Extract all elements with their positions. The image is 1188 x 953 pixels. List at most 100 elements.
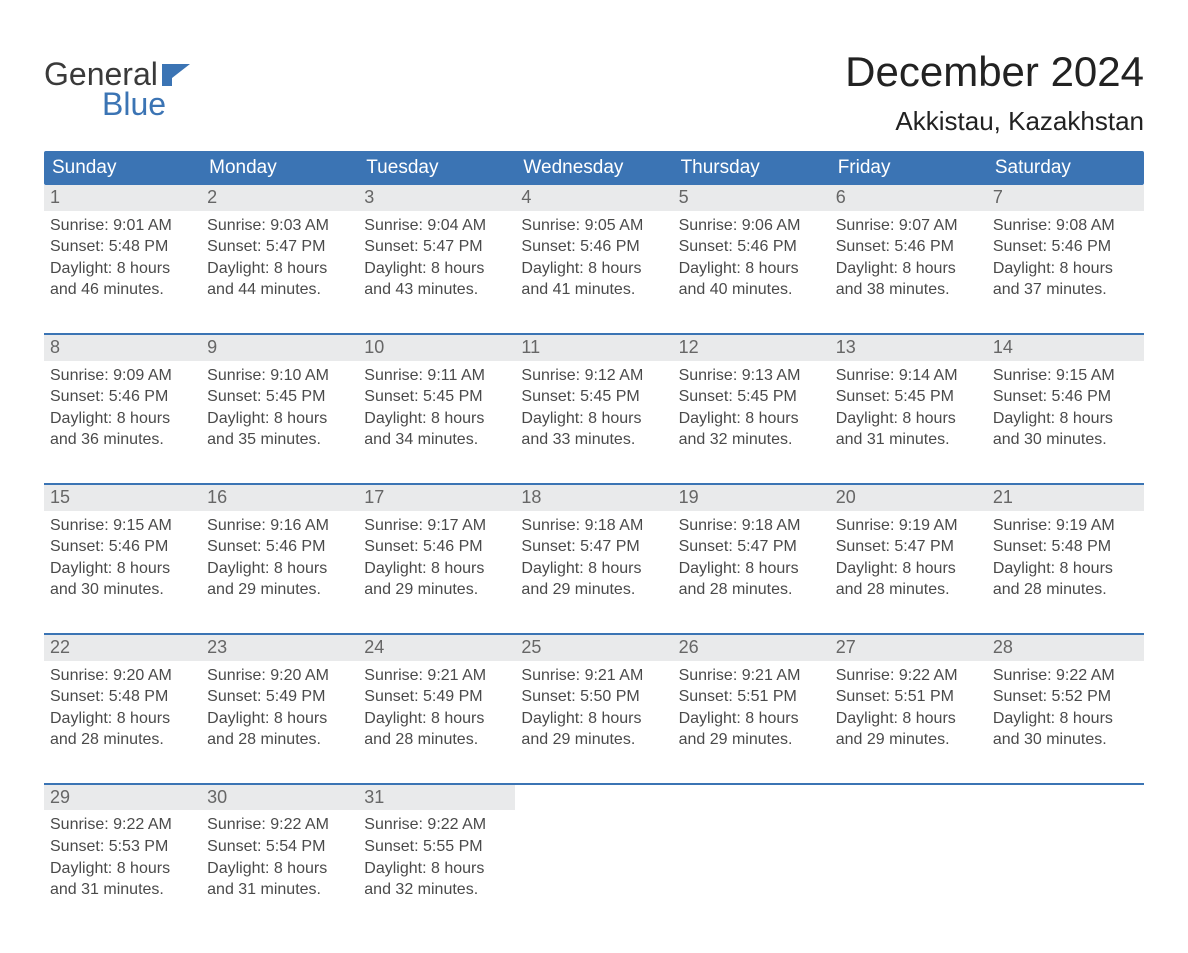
daylight-line2: and 30 minutes. — [993, 729, 1138, 751]
sunset-text: Sunset: 5:47 PM — [521, 536, 666, 558]
day-number — [673, 785, 830, 811]
week-row: 29Sunrise: 9:22 AMSunset: 5:53 PMDayligh… — [44, 783, 1144, 905]
sunrise-text: Sunrise: 9:05 AM — [521, 215, 666, 237]
sunrise-text: Sunrise: 9:21 AM — [679, 665, 824, 687]
sunset-text: Sunset: 5:50 PM — [521, 686, 666, 708]
daylight-line1: Daylight: 8 hours — [521, 408, 666, 430]
daylight-line2: and 28 minutes. — [679, 579, 824, 601]
sunset-text: Sunset: 5:48 PM — [993, 536, 1138, 558]
weekday-header-saturday: Saturday — [987, 151, 1144, 185]
day-cell: 24Sunrise: 9:21 AMSunset: 5:49 PMDayligh… — [358, 635, 515, 755]
day-body: Sunrise: 9:06 AMSunset: 5:46 PMDaylight:… — [673, 211, 830, 305]
daylight-line1: Daylight: 8 hours — [50, 558, 195, 580]
sunrise-text: Sunrise: 9:03 AM — [207, 215, 352, 237]
day-body: Sunrise: 9:15 AMSunset: 5:46 PMDaylight:… — [44, 511, 201, 605]
daylight-line2: and 28 minutes. — [50, 729, 195, 751]
daylight-line1: Daylight: 8 hours — [50, 858, 195, 880]
daylight-line1: Daylight: 8 hours — [836, 558, 981, 580]
day-cell — [515, 785, 672, 905]
day-body: Sunrise: 9:08 AMSunset: 5:46 PMDaylight:… — [987, 211, 1144, 305]
weekday-header-sunday: Sunday — [44, 151, 201, 185]
sunset-text: Sunset: 5:51 PM — [836, 686, 981, 708]
daylight-line2: and 34 minutes. — [364, 429, 509, 451]
daylight-line2: and 35 minutes. — [207, 429, 352, 451]
day-number: 25 — [515, 635, 672, 661]
day-body: Sunrise: 9:18 AMSunset: 5:47 PMDaylight:… — [515, 511, 672, 605]
day-number: 1 — [44, 185, 201, 211]
day-body: Sunrise: 9:21 AMSunset: 5:49 PMDaylight:… — [358, 661, 515, 755]
sunrise-text: Sunrise: 9:15 AM — [50, 515, 195, 537]
day-number: 21 — [987, 485, 1144, 511]
day-cell: 31Sunrise: 9:22 AMSunset: 5:55 PMDayligh… — [358, 785, 515, 905]
day-cell: 22Sunrise: 9:20 AMSunset: 5:48 PMDayligh… — [44, 635, 201, 755]
sunset-text: Sunset: 5:47 PM — [207, 236, 352, 258]
day-number — [830, 785, 987, 811]
sunrise-text: Sunrise: 9:01 AM — [50, 215, 195, 237]
sunset-text: Sunset: 5:46 PM — [993, 386, 1138, 408]
daylight-line1: Daylight: 8 hours — [679, 408, 824, 430]
sunrise-text: Sunrise: 9:08 AM — [993, 215, 1138, 237]
sunrise-text: Sunrise: 9:18 AM — [521, 515, 666, 537]
sunset-text: Sunset: 5:46 PM — [50, 536, 195, 558]
day-number — [987, 785, 1144, 811]
sunset-text: Sunset: 5:54 PM — [207, 836, 352, 858]
sunrise-text: Sunrise: 9:14 AM — [836, 365, 981, 387]
day-number: 8 — [44, 335, 201, 361]
day-cell: 25Sunrise: 9:21 AMSunset: 5:50 PMDayligh… — [515, 635, 672, 755]
sunrise-text: Sunrise: 9:12 AM — [521, 365, 666, 387]
day-body: Sunrise: 9:09 AMSunset: 5:46 PMDaylight:… — [44, 361, 201, 455]
daylight-line2: and 33 minutes. — [521, 429, 666, 451]
daylight-line1: Daylight: 8 hours — [836, 258, 981, 280]
day-cell: 21Sunrise: 9:19 AMSunset: 5:48 PMDayligh… — [987, 485, 1144, 605]
sunset-text: Sunset: 5:49 PM — [207, 686, 352, 708]
sunrise-text: Sunrise: 9:04 AM — [364, 215, 509, 237]
sunrise-text: Sunrise: 9:06 AM — [679, 215, 824, 237]
day-number: 2 — [201, 185, 358, 211]
week-row: 8Sunrise: 9:09 AMSunset: 5:46 PMDaylight… — [44, 333, 1144, 455]
weekday-header-row: Sunday Monday Tuesday Wednesday Thursday… — [44, 151, 1144, 185]
weekday-header-monday: Monday — [201, 151, 358, 185]
location-title: Akkistau, Kazakhstan — [845, 106, 1144, 137]
daylight-line1: Daylight: 8 hours — [364, 708, 509, 730]
day-number: 26 — [673, 635, 830, 661]
title-block: December 2024 Akkistau, Kazakhstan — [845, 48, 1144, 137]
day-number: 17 — [358, 485, 515, 511]
day-number: 20 — [830, 485, 987, 511]
day-body: Sunrise: 9:22 AMSunset: 5:54 PMDaylight:… — [201, 810, 358, 904]
sunrise-text: Sunrise: 9:22 AM — [836, 665, 981, 687]
day-number: 15 — [44, 485, 201, 511]
month-year-title: December 2024 — [845, 48, 1144, 96]
day-body: Sunrise: 9:01 AMSunset: 5:48 PMDaylight:… — [44, 211, 201, 305]
sunrise-text: Sunrise: 9:22 AM — [993, 665, 1138, 687]
day-number: 19 — [673, 485, 830, 511]
daylight-line1: Daylight: 8 hours — [993, 708, 1138, 730]
daylight-line1: Daylight: 8 hours — [993, 408, 1138, 430]
week-row: 15Sunrise: 9:15 AMSunset: 5:46 PMDayligh… — [44, 483, 1144, 605]
sunrise-text: Sunrise: 9:13 AM — [679, 365, 824, 387]
daylight-line1: Daylight: 8 hours — [521, 258, 666, 280]
weekday-header-tuesday: Tuesday — [358, 151, 515, 185]
day-number: 22 — [44, 635, 201, 661]
day-number: 6 — [830, 185, 987, 211]
sunset-text: Sunset: 5:52 PM — [993, 686, 1138, 708]
daylight-line2: and 28 minutes. — [364, 729, 509, 751]
day-body: Sunrise: 9:19 AMSunset: 5:47 PMDaylight:… — [830, 511, 987, 605]
day-body: Sunrise: 9:11 AMSunset: 5:45 PMDaylight:… — [358, 361, 515, 455]
day-cell: 16Sunrise: 9:16 AMSunset: 5:46 PMDayligh… — [201, 485, 358, 605]
daylight-line2: and 32 minutes. — [679, 429, 824, 451]
day-number: 10 — [358, 335, 515, 361]
daylight-line2: and 31 minutes. — [836, 429, 981, 451]
day-body: Sunrise: 9:07 AMSunset: 5:46 PMDaylight:… — [830, 211, 987, 305]
daylight-line1: Daylight: 8 hours — [836, 408, 981, 430]
daylight-line1: Daylight: 8 hours — [207, 708, 352, 730]
day-cell: 23Sunrise: 9:20 AMSunset: 5:49 PMDayligh… — [201, 635, 358, 755]
calendar: Sunday Monday Tuesday Wednesday Thursday… — [44, 151, 1144, 905]
header-row: General Blue December 2024 Akkistau, Kaz… — [44, 48, 1144, 137]
day-body: Sunrise: 9:20 AMSunset: 5:49 PMDaylight:… — [201, 661, 358, 755]
daylight-line2: and 31 minutes. — [50, 879, 195, 901]
day-cell: 19Sunrise: 9:18 AMSunset: 5:47 PMDayligh… — [673, 485, 830, 605]
calendar-page: General Blue December 2024 Akkistau, Kaz… — [0, 0, 1188, 953]
daylight-line2: and 44 minutes. — [207, 279, 352, 301]
daylight-line2: and 36 minutes. — [50, 429, 195, 451]
day-body: Sunrise: 9:19 AMSunset: 5:48 PMDaylight:… — [987, 511, 1144, 605]
